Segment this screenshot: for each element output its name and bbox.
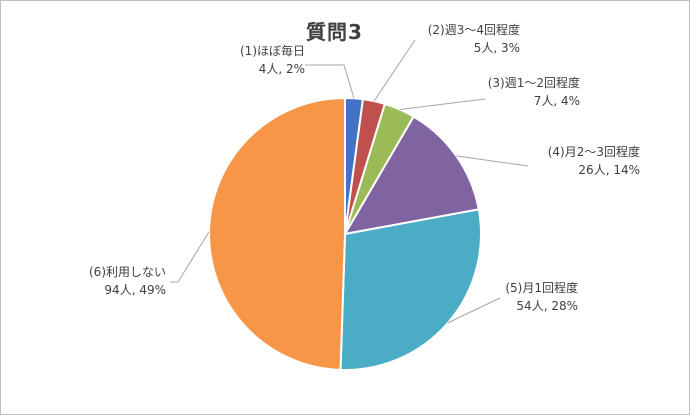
pie-slice [339, 208, 482, 371]
leader-line [305, 64, 355, 99]
data-labels: (1)ほぼ毎日 4人, 2% (2)週3～4回程度 5人, 3% (3)週1～2回程度 7… [89, 22, 640, 313]
leader-line [447, 297, 501, 324]
leader-line [170, 231, 210, 283]
data-label-value: 7人, 4% [534, 94, 580, 108]
data-label-category: (6)利用しない [89, 265, 166, 279]
data-label: (5)月1回程度 54人, 28% [505, 280, 578, 313]
leader-line [456, 155, 529, 167]
data-label-value: 5人, 3% [474, 41, 520, 55]
pie-slice [343, 115, 480, 236]
data-label-value: 4人, 2% [259, 62, 305, 76]
data-label: (1)ほぼ毎日 4人, 2% [240, 43, 305, 76]
data-label: (6)利用しない 94人, 49% [89, 265, 166, 297]
data-label-category: (5)月1回程度 [505, 280, 578, 295]
chart-title: 質問3 [306, 20, 363, 44]
leader-lines [170, 39, 529, 324]
data-label: (3)週1～2回程度 7人, 4% [488, 75, 580, 108]
data-label-value: 54人, 28% [516, 299, 578, 313]
data-label: (4)月2～3回程度 26人, 14% [548, 144, 640, 177]
data-label-value: 26人, 14% [578, 163, 640, 177]
pie-slice [208, 96, 346, 371]
data-label: (2)週3～4回程度 5人, 3% [428, 22, 520, 55]
pie-slices [208, 96, 482, 371]
data-label-category: (4)月2～3回程度 [548, 144, 640, 159]
data-label-category: (1)ほぼ毎日 [240, 43, 305, 58]
leader-line [373, 39, 416, 102]
data-label-category: (2)週3～4回程度 [428, 22, 520, 37]
leader-line [399, 98, 486, 110]
data-label-category: (3)週1～2回程度 [488, 75, 580, 90]
data-label-value: 94人, 49% [104, 283, 166, 297]
